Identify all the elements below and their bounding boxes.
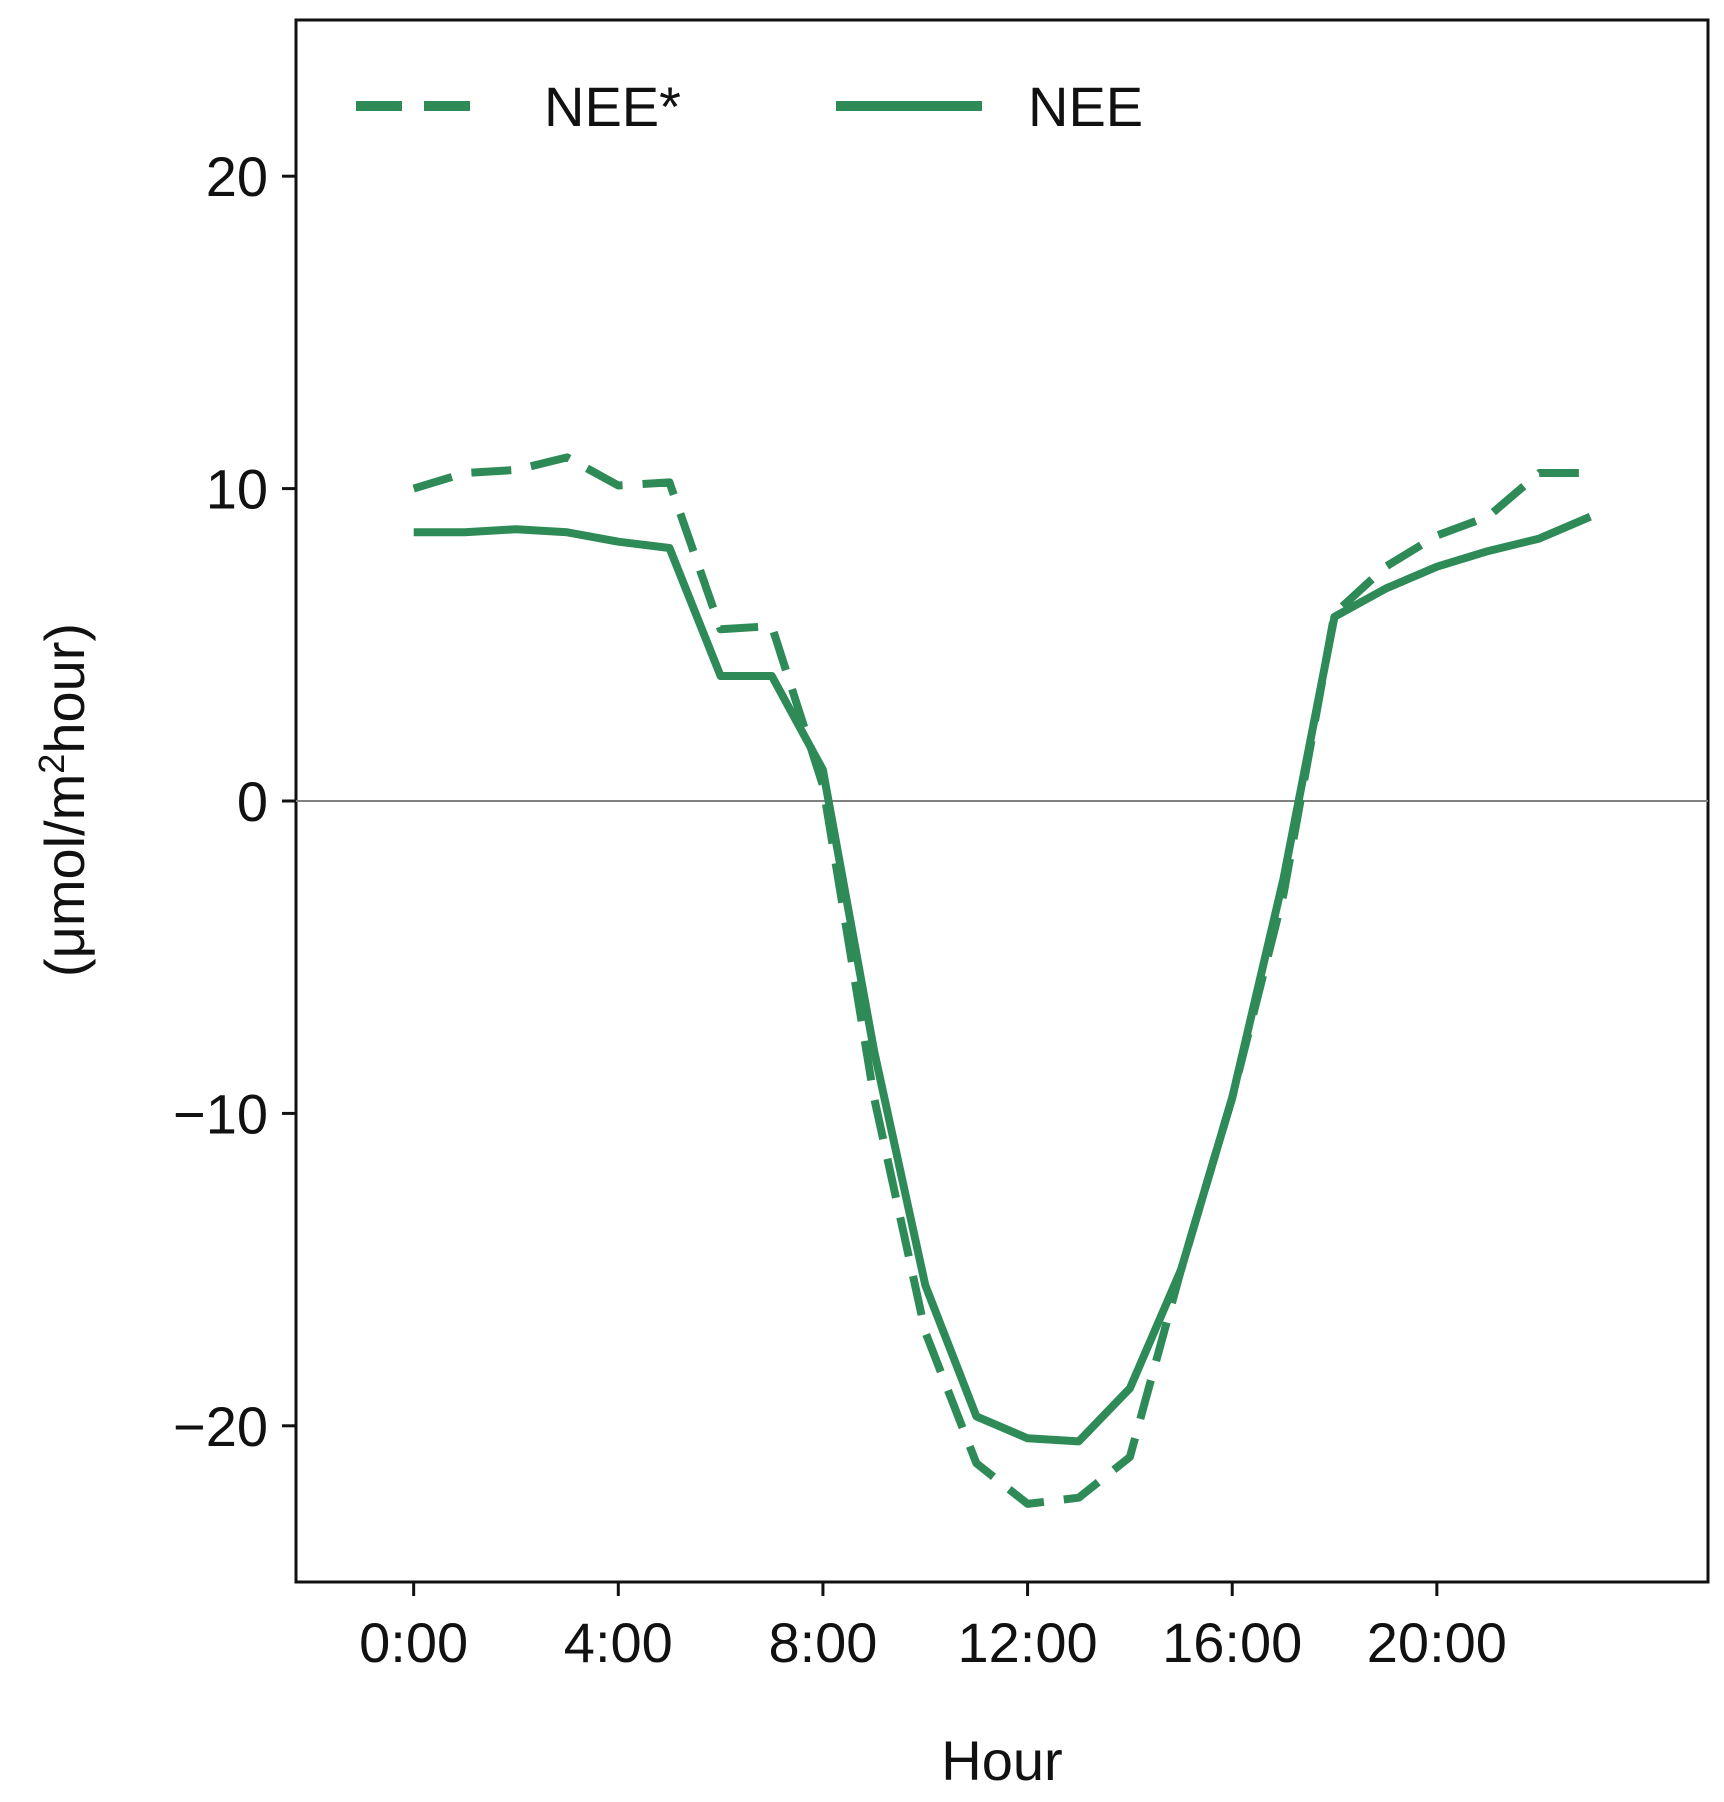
legend-label-nee: NEE xyxy=(1028,75,1143,138)
series-line-nee xyxy=(413,513,1592,1446)
axis-ticks: 0:00 4:00 8:00 12:00 16:00 20:00 −20 −10 0 10 20 xyxy=(173,145,1507,1674)
y-tick-label: −20 xyxy=(173,1395,268,1458)
x-tick-label: 12:00 xyxy=(958,1611,1098,1674)
series-layer xyxy=(412,453,1592,1508)
y-tick-label: 0 xyxy=(237,770,268,833)
y-axis-title-superscript: 2 xyxy=(31,754,72,774)
x-tick-label: 16:00 xyxy=(1162,1611,1302,1674)
x-tick-label: 0:00 xyxy=(359,1611,468,1674)
y-tick-label: −10 xyxy=(173,1082,268,1145)
y-tick-label: 20 xyxy=(206,145,268,208)
y-axis-title-main: (μmol/m xyxy=(33,774,96,977)
legend: NEE* NEE xyxy=(356,75,1143,138)
legend-label-nee-star: NEE* xyxy=(544,75,681,138)
y-tick-label: 10 xyxy=(206,458,268,521)
x-axis-title: Hour xyxy=(941,1729,1062,1792)
y-axis-title: (μmol/m2hour) xyxy=(31,623,96,977)
series-line-nee-star xyxy=(412,453,1591,1508)
x-tick-label: 20:00 xyxy=(1367,1611,1507,1674)
x-tick-label: 4:00 xyxy=(564,1611,673,1674)
x-tick-label: 8:00 xyxy=(768,1611,877,1674)
y-axis-title-tail: hour) xyxy=(33,623,96,754)
